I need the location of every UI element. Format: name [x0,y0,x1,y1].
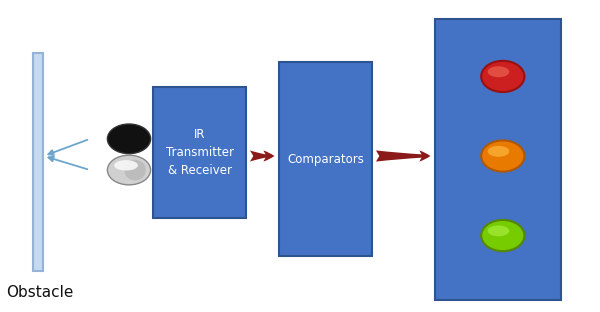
Ellipse shape [481,220,524,251]
Ellipse shape [488,146,509,157]
Ellipse shape [107,124,151,154]
FancyBboxPatch shape [153,87,246,218]
Text: IR
Transmitter
& Receiver: IR Transmitter & Receiver [166,128,233,178]
Text: Comparators: Comparators [287,153,364,166]
FancyBboxPatch shape [435,19,561,300]
Ellipse shape [488,225,509,236]
Ellipse shape [481,140,524,172]
Text: Obstacle: Obstacle [6,285,73,300]
Ellipse shape [114,160,138,171]
Ellipse shape [107,155,151,185]
FancyBboxPatch shape [279,62,372,256]
Ellipse shape [481,61,524,92]
Ellipse shape [124,160,146,180]
FancyBboxPatch shape [33,53,43,271]
Ellipse shape [488,66,509,77]
